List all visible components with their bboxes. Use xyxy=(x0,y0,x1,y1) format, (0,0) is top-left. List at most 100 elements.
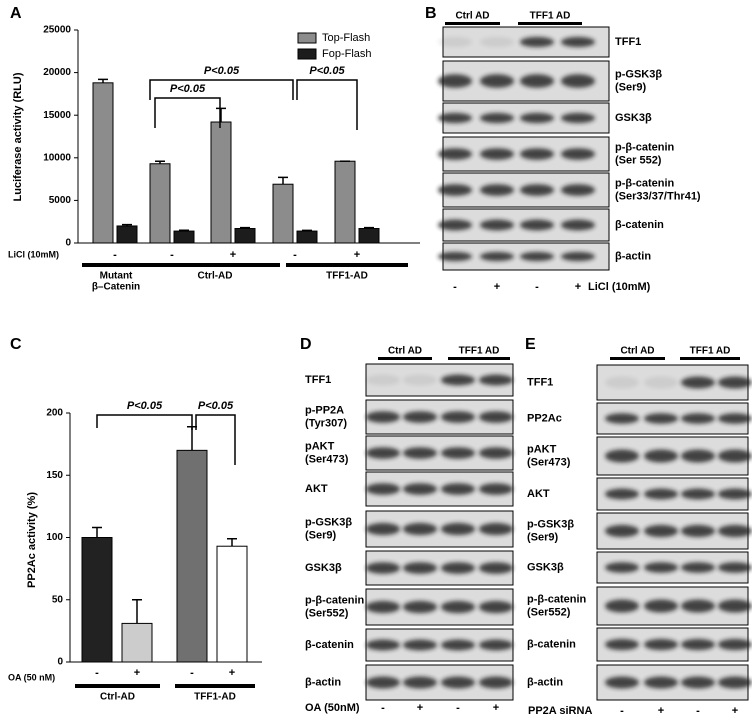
row-label: (Ser 552) xyxy=(615,154,662,166)
error-bar xyxy=(179,229,189,232)
row-label: p-PP2A xyxy=(305,404,344,416)
band xyxy=(520,74,554,88)
header-label: TFF1 AD xyxy=(459,346,500,357)
band xyxy=(403,447,437,459)
treatment-label: OA (50nM) xyxy=(305,702,360,714)
band xyxy=(681,638,715,651)
y-tick-label: 200 xyxy=(46,408,63,419)
row-label: β-catenin xyxy=(527,638,576,650)
x-tick-label: + xyxy=(134,667,140,679)
y-tick-label: 15000 xyxy=(43,110,71,121)
band xyxy=(681,599,715,613)
bar xyxy=(176,449,208,663)
row-label: β-actin xyxy=(527,676,563,688)
error-bar xyxy=(216,107,226,123)
band xyxy=(681,488,715,500)
bar xyxy=(216,545,248,663)
band xyxy=(479,447,513,459)
header-bar xyxy=(378,357,432,360)
error-bar xyxy=(278,176,288,185)
band xyxy=(480,36,514,48)
x-tick-label: + xyxy=(230,249,236,261)
row-label: AKT xyxy=(527,488,550,500)
group-bar xyxy=(150,263,280,267)
band xyxy=(366,411,400,423)
error-bar xyxy=(98,78,108,83)
header-bar xyxy=(518,22,582,25)
legend-swatch xyxy=(297,48,317,60)
band xyxy=(718,676,752,689)
legend-label: Fop-Flash xyxy=(322,48,372,60)
row-label: p-β-catenin xyxy=(527,593,587,605)
row-label: pAKT xyxy=(527,443,557,455)
band xyxy=(561,251,595,262)
header-bar xyxy=(448,357,510,360)
row-label: LiCl (10mM) xyxy=(8,249,59,259)
row-label: (Tyr307) xyxy=(305,417,347,429)
band xyxy=(366,374,400,386)
band xyxy=(479,483,513,495)
row-label: p-GSK3β xyxy=(527,518,574,530)
error-bar xyxy=(92,526,102,538)
band xyxy=(479,676,513,689)
y-tick-label: 25000 xyxy=(43,25,71,36)
error-bar xyxy=(187,425,197,451)
band xyxy=(605,524,639,538)
band xyxy=(366,562,400,574)
band xyxy=(438,184,472,196)
band xyxy=(403,411,437,423)
band xyxy=(644,376,678,389)
band xyxy=(605,449,639,463)
group-bar xyxy=(286,263,408,267)
group-label: Ctrl-AD xyxy=(100,692,135,703)
row-label: (Ser552) xyxy=(305,607,349,619)
row-label: AKT xyxy=(305,483,328,495)
header-bar xyxy=(610,357,665,360)
row-label: TFF1 xyxy=(527,376,553,388)
band xyxy=(438,74,472,88)
band xyxy=(561,36,595,48)
error-bar xyxy=(302,229,312,232)
band xyxy=(479,562,513,574)
bracket xyxy=(154,97,221,128)
panel-letter: E xyxy=(525,336,536,353)
bar xyxy=(116,225,138,244)
bar xyxy=(92,82,114,244)
annotation: P<0.05 xyxy=(170,83,206,95)
group-bar xyxy=(75,684,160,688)
bracket xyxy=(195,414,236,465)
band xyxy=(441,522,475,536)
band xyxy=(681,449,715,463)
band xyxy=(718,449,752,463)
row-label: TFF1 xyxy=(615,36,641,48)
band xyxy=(605,562,639,573)
band xyxy=(366,522,400,536)
band xyxy=(605,376,639,389)
band xyxy=(366,483,400,495)
band xyxy=(438,148,472,160)
band xyxy=(403,562,437,574)
band xyxy=(561,219,595,231)
band xyxy=(718,562,752,573)
header-label: TFF1 AD xyxy=(690,346,731,357)
band xyxy=(520,251,554,262)
error-bar xyxy=(227,537,237,547)
band xyxy=(441,483,475,495)
y-tick-label: 20000 xyxy=(43,67,71,78)
band xyxy=(441,411,475,423)
band xyxy=(644,524,678,538)
band xyxy=(520,148,554,160)
panel-letter: C xyxy=(10,336,22,353)
band xyxy=(403,522,437,536)
y-tick-label: 0 xyxy=(57,657,63,668)
x-tick-label: - xyxy=(113,249,117,261)
band xyxy=(718,413,752,424)
bar xyxy=(210,121,232,244)
band xyxy=(403,676,437,689)
band xyxy=(718,638,752,651)
bracket xyxy=(149,79,294,100)
band xyxy=(718,599,752,613)
band xyxy=(561,74,595,88)
y-tick-label: 0 xyxy=(65,238,71,249)
row-label: p-GSK3β xyxy=(615,68,662,80)
